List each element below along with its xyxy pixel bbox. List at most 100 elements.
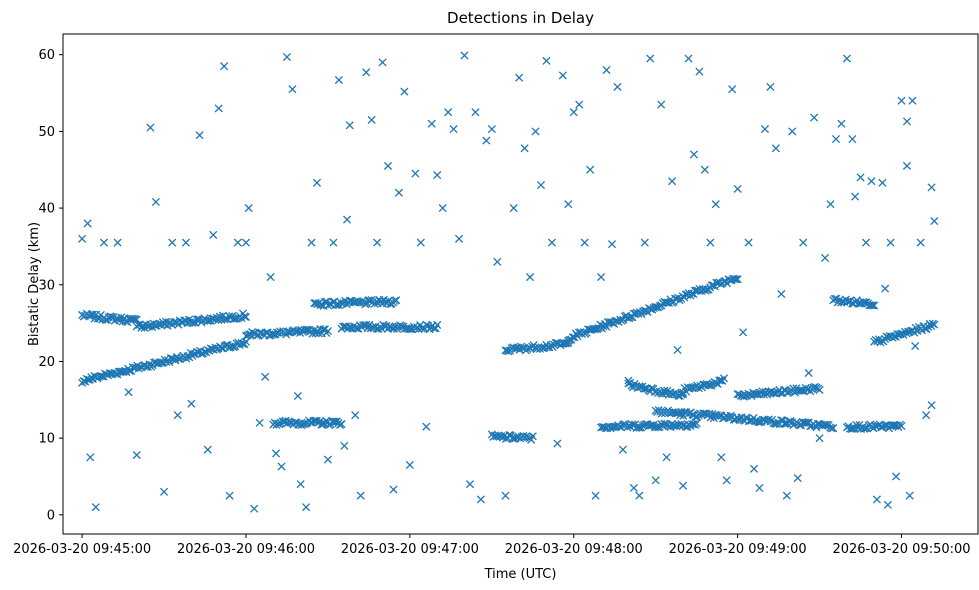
data-point bbox=[553, 439, 562, 448]
data-point bbox=[520, 144, 529, 153]
data-point bbox=[220, 62, 229, 71]
data-point bbox=[411, 169, 420, 178]
data-point bbox=[837, 119, 846, 128]
data-point bbox=[635, 491, 644, 500]
data-point bbox=[394, 188, 404, 197]
data-point bbox=[870, 301, 879, 310]
y-axis: 0 10 20 30 40 50 60 bbox=[38, 48, 63, 523]
data-point bbox=[405, 324, 414, 333]
data-point bbox=[351, 411, 360, 420]
data-point bbox=[209, 230, 218, 239]
y-tick-label: 60 bbox=[38, 48, 55, 63]
data-point bbox=[889, 421, 898, 430]
data-point bbox=[331, 301, 340, 310]
data-point bbox=[793, 473, 802, 483]
data-point bbox=[515, 73, 524, 82]
x-tick-label: 2026-03-20 09:45:00 bbox=[13, 542, 151, 557]
data-point bbox=[318, 418, 327, 427]
data-point bbox=[597, 273, 606, 282]
data-point bbox=[373, 238, 382, 247]
data-point bbox=[531, 127, 540, 136]
data-point bbox=[927, 401, 936, 410]
data-point bbox=[868, 301, 877, 310]
data-point bbox=[337, 420, 346, 429]
data-point bbox=[339, 322, 348, 331]
data-point bbox=[181, 238, 190, 247]
data-point bbox=[810, 113, 819, 122]
data-point bbox=[878, 178, 887, 187]
data-point bbox=[902, 161, 912, 170]
data-point bbox=[282, 52, 292, 62]
data-point bbox=[501, 491, 510, 500]
data-point bbox=[151, 197, 160, 207]
data-point bbox=[547, 238, 556, 247]
data-point bbox=[607, 240, 617, 249]
x-tick-label: 2026-03-20 09:48:00 bbox=[505, 542, 643, 557]
data-point bbox=[728, 85, 737, 94]
data-point bbox=[827, 424, 836, 433]
data-point bbox=[897, 421, 906, 430]
data-point bbox=[657, 100, 666, 109]
data-point bbox=[744, 238, 753, 247]
data-point bbox=[749, 464, 759, 473]
data-point bbox=[329, 417, 338, 426]
data-point bbox=[711, 200, 720, 209]
data-point bbox=[646, 54, 655, 63]
data-point bbox=[471, 108, 480, 117]
data-point bbox=[801, 418, 810, 427]
data-point bbox=[244, 204, 253, 213]
data-point bbox=[542, 56, 551, 65]
data-point bbox=[340, 441, 349, 450]
data-point bbox=[416, 238, 425, 247]
data-point bbox=[671, 409, 680, 418]
data-point bbox=[872, 495, 881, 504]
data-point bbox=[699, 409, 708, 418]
data-point bbox=[799, 238, 808, 247]
data-point bbox=[634, 423, 643, 432]
data-point bbox=[639, 384, 649, 393]
data-point bbox=[99, 238, 109, 247]
data-point bbox=[684, 54, 693, 63]
data-point bbox=[433, 320, 442, 330]
data-point bbox=[482, 136, 491, 145]
data-point bbox=[225, 491, 234, 500]
data-point bbox=[605, 318, 614, 327]
data-point bbox=[389, 485, 398, 494]
data-point bbox=[859, 297, 868, 307]
data-point bbox=[831, 135, 841, 144]
data-point bbox=[334, 75, 343, 85]
data-marks bbox=[78, 51, 939, 513]
data-point bbox=[715, 376, 724, 385]
data-point bbox=[296, 480, 305, 489]
data-point bbox=[307, 238, 316, 247]
data-point bbox=[730, 275, 739, 284]
data-point bbox=[692, 419, 701, 428]
data-point bbox=[618, 445, 627, 454]
data-point bbox=[646, 421, 655, 430]
data-point bbox=[820, 253, 830, 262]
data-point bbox=[602, 65, 611, 75]
data-point bbox=[302, 325, 311, 334]
data-point bbox=[733, 184, 742, 193]
data-point bbox=[240, 312, 249, 321]
data-point bbox=[392, 296, 401, 305]
data-point bbox=[739, 328, 748, 337]
x-tick-label: 2026-03-20 09:46:00 bbox=[177, 542, 315, 557]
data-point bbox=[706, 238, 715, 247]
data-point bbox=[203, 316, 212, 326]
data-point bbox=[113, 238, 122, 247]
data-point bbox=[927, 183, 936, 192]
data-point bbox=[124, 388, 133, 397]
data-point bbox=[856, 173, 865, 182]
data-point bbox=[356, 491, 365, 500]
data-point bbox=[241, 312, 251, 322]
data-point bbox=[528, 432, 537, 441]
chart-title: Detections in Delay bbox=[447, 9, 594, 27]
data-point bbox=[881, 284, 890, 293]
plot-frame bbox=[62, 33, 979, 535]
data-point bbox=[476, 495, 485, 504]
data-point bbox=[438, 204, 447, 213]
data-point bbox=[804, 368, 813, 378]
data-point bbox=[277, 462, 286, 471]
data-point bbox=[719, 374, 729, 383]
